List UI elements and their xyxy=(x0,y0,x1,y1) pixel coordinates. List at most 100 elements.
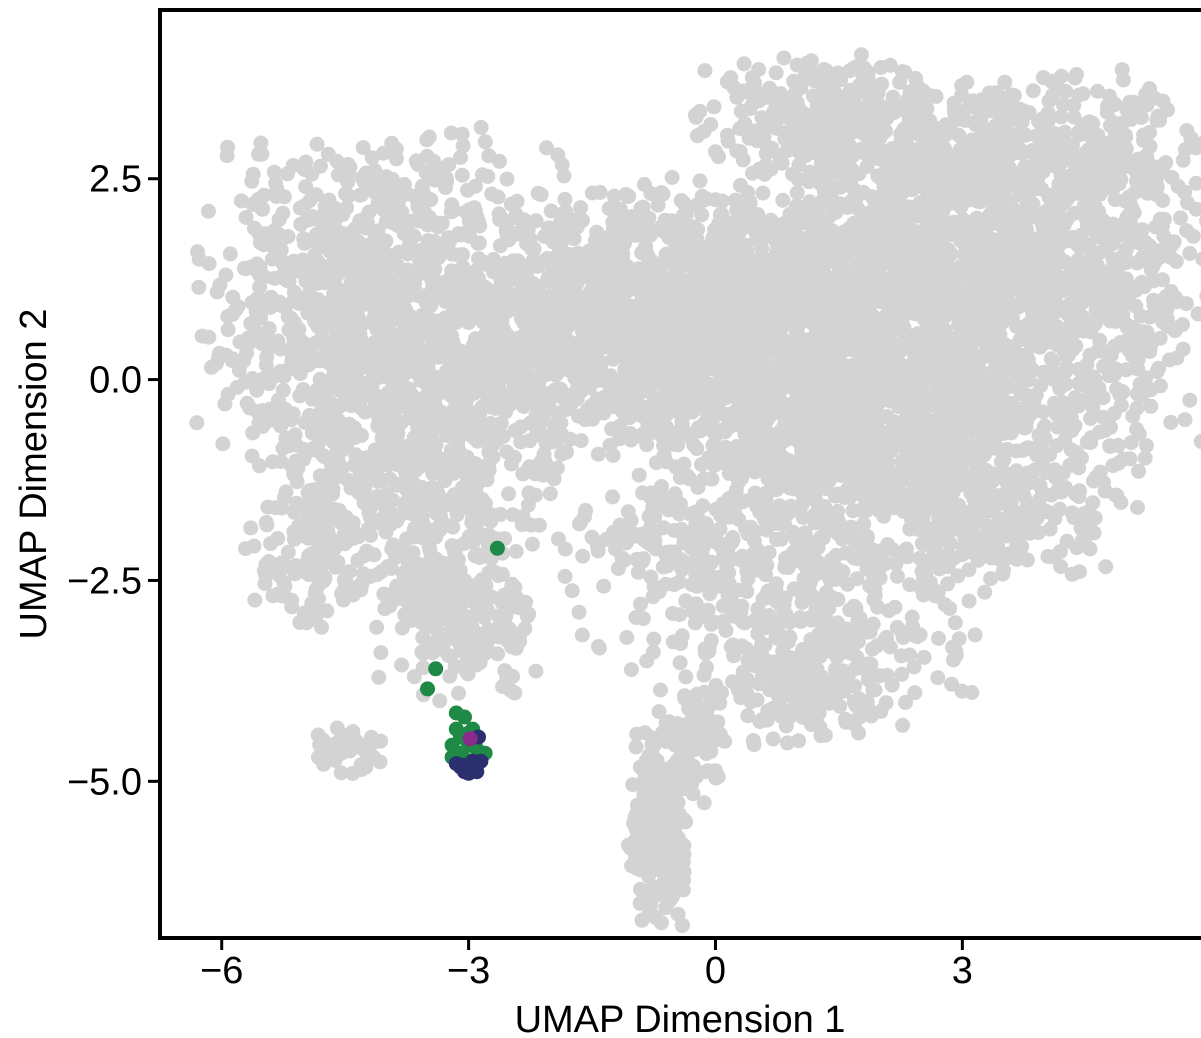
data-point-series-0 xyxy=(347,270,363,286)
data-point-series-0 xyxy=(511,334,527,350)
data-point-series-0 xyxy=(387,443,403,459)
data-point-series-0 xyxy=(445,519,461,535)
data-point-series-0 xyxy=(304,425,320,441)
data-point-series-0 xyxy=(268,557,284,573)
data-point-series-0 xyxy=(345,515,361,531)
data-point-series-0 xyxy=(727,192,743,208)
data-point-series-0 xyxy=(275,205,291,221)
data-point-series-0 xyxy=(481,340,497,355)
data-point-series-0 xyxy=(1182,392,1198,408)
data-point-series-0 xyxy=(337,536,353,552)
data-point-series-0 xyxy=(254,336,270,352)
data-point-series-0 xyxy=(369,338,385,354)
data-point-series-0 xyxy=(558,402,574,417)
data-point-series-0 xyxy=(420,619,436,634)
data-point-series-0 xyxy=(594,355,609,370)
data-point-series-0 xyxy=(545,299,561,315)
data-point-series-0 xyxy=(219,148,235,164)
data-point-series-0 xyxy=(429,332,445,348)
data-point-series-0 xyxy=(275,382,291,398)
data-point-series-0 xyxy=(225,306,240,322)
data-point-series-0 xyxy=(317,199,333,215)
data-point-series-0 xyxy=(446,337,462,353)
data-point-series-0 xyxy=(366,309,382,324)
data-point-series-0 xyxy=(574,382,590,398)
data-point-series-0 xyxy=(1163,414,1179,430)
data-point-series-0 xyxy=(293,255,309,271)
data-point-series-0 xyxy=(350,529,366,545)
data-point-series-0 xyxy=(445,263,461,279)
data-point-series-0 xyxy=(240,330,256,346)
data-point-series-0 xyxy=(342,159,358,175)
data-point-series-0 xyxy=(626,385,642,401)
data-point-series-0 xyxy=(354,463,370,479)
data-point-series-0 xyxy=(413,372,429,388)
data-point-series-0 xyxy=(676,300,692,316)
data-point-series-0 xyxy=(688,280,704,296)
data-point-series-0 xyxy=(367,396,383,412)
data-point-series-0 xyxy=(468,479,484,494)
data-point-series-0 xyxy=(322,274,338,290)
data-point-series-0 xyxy=(359,490,375,505)
data-point-series-0 xyxy=(391,244,407,260)
data-point-series-0 xyxy=(1175,341,1191,357)
data-point-series-0 xyxy=(255,231,271,247)
data-point-series-0 xyxy=(363,262,379,278)
data-point-series-0 xyxy=(506,449,522,465)
data-point-series-0 xyxy=(665,436,681,452)
data-point-series-0 xyxy=(438,180,453,196)
data-point-series-0 xyxy=(548,419,564,435)
data-point-series-0 xyxy=(245,197,261,212)
data-point-series-0 xyxy=(326,335,342,350)
data-point-series-0 xyxy=(211,349,227,365)
data-point-series-0 xyxy=(315,307,331,322)
points-layer xyxy=(189,47,1201,933)
data-point-series-0 xyxy=(498,268,514,284)
data-point-series-0 xyxy=(413,191,429,207)
data-point-series-0 xyxy=(507,423,523,439)
data-point-series-0 xyxy=(233,193,249,209)
data-point-series-0 xyxy=(191,279,207,295)
data-point-series-0 xyxy=(364,150,380,166)
data-point-series-0 xyxy=(421,129,437,145)
data-point-series-0 xyxy=(274,500,290,516)
data-point-series-0 xyxy=(431,249,447,265)
data-point-series-0 xyxy=(733,177,748,193)
data-point-series-0 xyxy=(309,136,325,152)
data-point-series-0 xyxy=(249,382,265,398)
data-point-series-0 xyxy=(335,253,351,269)
data-point-series-0 xyxy=(631,467,647,483)
data-point-series-0 xyxy=(615,246,631,262)
data-point-series-0 xyxy=(405,545,421,561)
data-point-series-0 xyxy=(350,552,366,568)
data-point-series-0 xyxy=(652,262,668,278)
data-point-series-0 xyxy=(499,228,515,243)
data-point-series-0 xyxy=(480,634,495,650)
data-point-series-0 xyxy=(399,186,415,202)
data-point-series-0 xyxy=(490,432,506,448)
data-point-series-0 xyxy=(444,388,460,404)
data-point-series-0 xyxy=(441,157,457,173)
data-point-series-0 xyxy=(461,501,477,516)
data-point-series-0 xyxy=(573,200,589,216)
data-point-series-0 xyxy=(383,560,399,576)
data-point-series-0 xyxy=(584,185,600,201)
data-point-series-0 xyxy=(338,186,354,202)
data-point-series-0 xyxy=(474,467,489,483)
data-point-series-0 xyxy=(419,411,435,427)
data-point-series-0 xyxy=(512,304,528,320)
data-point-series-0 xyxy=(508,377,523,393)
data-point-series-0 xyxy=(239,345,255,361)
data-point-series-0 xyxy=(369,619,385,635)
data-point-series-0 xyxy=(654,219,670,235)
data-point-series-0 xyxy=(380,457,396,473)
data-point-series-0 xyxy=(409,578,425,594)
data-point-series-0 xyxy=(441,427,457,443)
data-point-series-0 xyxy=(508,544,524,559)
data-point-series-0 xyxy=(346,307,362,322)
data-point-series-0 xyxy=(378,486,394,502)
data-point-series-0 xyxy=(470,235,486,251)
data-point-series-0 xyxy=(279,166,295,182)
data-point-series-0 xyxy=(550,147,566,163)
data-point-series-0 xyxy=(437,310,453,326)
